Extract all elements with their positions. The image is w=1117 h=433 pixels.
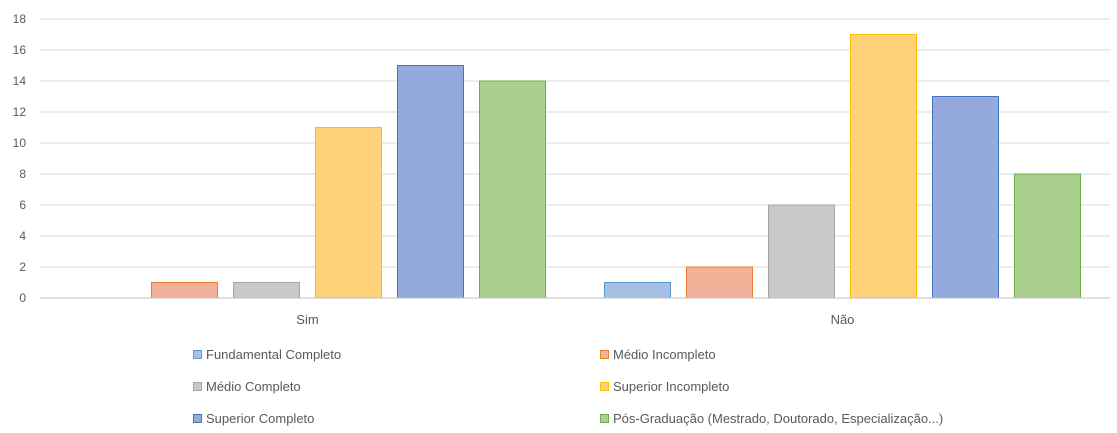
bar <box>932 96 999 299</box>
y-tick-label: 14 <box>13 74 27 88</box>
y-tick-label: 4 <box>19 229 26 243</box>
bar <box>768 204 835 299</box>
bar <box>233 282 300 299</box>
y-tick-label: 0 <box>19 291 26 305</box>
x-tick-label: Sim <box>296 312 318 327</box>
x-tick-label: Não <box>831 312 855 327</box>
bar <box>315 127 382 299</box>
bar <box>397 65 464 299</box>
bar <box>686 266 753 299</box>
bar <box>604 282 671 299</box>
y-tick-label: 10 <box>13 136 27 150</box>
y-tick-label: 8 <box>19 167 26 181</box>
bar <box>1014 173 1081 299</box>
y-tick-label: 18 <box>13 12 27 26</box>
bar <box>479 80 546 299</box>
y-tick-label: 6 <box>19 198 26 212</box>
y-tick-label: 2 <box>19 260 26 274</box>
bar <box>850 34 917 299</box>
y-tick-label: 12 <box>13 105 27 119</box>
y-tick-label: 16 <box>13 43 27 57</box>
bar <box>151 282 218 299</box>
